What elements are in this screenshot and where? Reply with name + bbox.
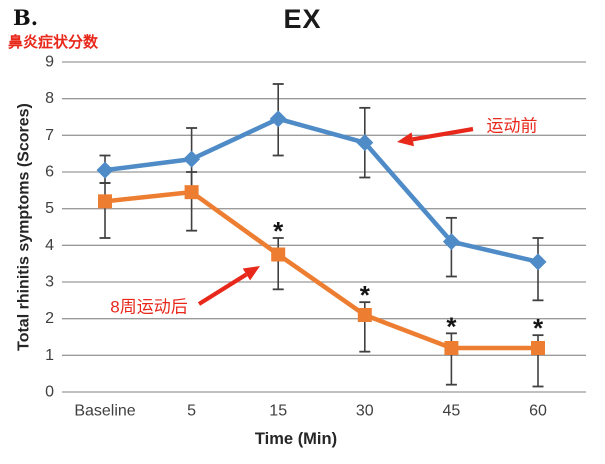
y-axis-subtitle-chinese: 鼻炎症状分数 [8,34,99,51]
y-tick-label: 6 [45,164,54,181]
significance-asterisk: * [446,311,457,341]
y-tick-label: 8 [45,90,54,107]
panel-label: B. [13,5,39,30]
annotation-1: 8周运动后 [110,266,260,317]
data-point-diamond [96,161,114,179]
gridlines [62,61,586,393]
data-point-diamond [269,110,287,128]
series-line-0 [102,116,541,265]
series-0 [96,110,547,271]
annotation-label: 运动前 [487,117,538,136]
y-axis-title: Total rhinitis symptoms (Scores) [16,103,33,351]
series-1 [98,185,545,355]
data-point-square [357,308,372,322]
x-tick-label: 45 [443,403,461,420]
x-tick-labels: Baseline 5 15 30 45 60 [74,403,547,420]
data-point-diamond [529,253,547,271]
y-tick-label: 4 [45,237,54,254]
x-tick-label: 60 [529,403,547,420]
data-point-square [98,194,112,209]
data-point-square [271,247,286,262]
y-tick-label: 3 [45,274,54,291]
data-point-square [531,341,545,355]
y-tick-label: 5 [45,200,54,217]
error-bars-series-0 [99,83,544,302]
y-tick-label: 2 [45,310,54,327]
error-bars-series-1 [99,171,544,388]
data-point-diamond [442,233,460,251]
data-point-diamond [183,150,201,168]
significance-asterisk: * [533,313,544,343]
y-tick-labels: 0 1 2 3 4 5 6 7 8 9 [45,54,54,401]
chart-title: EX [283,4,322,34]
significance-asterisk: * [360,280,371,310]
y-tick-label: 0 [45,384,54,401]
data-point-square [444,341,459,355]
significance-asterisk: * [273,216,284,246]
x-tick-label: Baseline [74,403,135,420]
y-axis: Total rhinitis symptoms (Scores) [16,103,33,351]
x-tick-label: 15 [269,403,287,420]
x-axis-title: Time (Min) [255,430,337,448]
annotation-label: 8周运动后 [110,298,187,317]
y-tick-label: 9 [45,54,54,71]
x-tick-label: 30 [356,403,374,420]
annotation-0: 运动前 [397,117,538,147]
y-tick-label: 1 [45,347,54,364]
data-point-square [184,185,199,200]
significance-marks: * * * * [273,216,544,343]
x-tick-label: 5 [187,403,196,420]
y-tick-label: 7 [45,127,54,144]
data-point-diamond [356,134,374,152]
x-axis: Time (Min) [255,430,337,448]
series-line-1 [102,189,541,351]
